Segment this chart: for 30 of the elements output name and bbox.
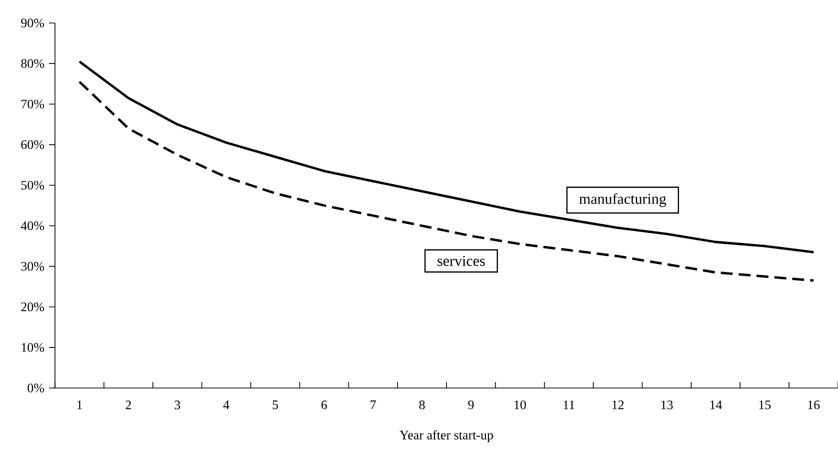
x-tick-label: 4 [223,400,230,410]
x-tick-label: 11 [564,400,574,410]
x-tick-label: 2 [126,400,131,410]
y-tick-label: 10% [22,343,44,352]
x-tick-label: 5 [272,400,278,410]
x-tick-label: 10 [514,400,526,410]
x-tick-label: 12 [612,400,624,410]
y-tick-label: 70% [22,100,44,109]
y-tick-label: 20% [21,302,44,312]
y-tick-label: 30% [21,262,44,271]
y-tick-label: 60% [21,140,44,150]
x-tick-label: 3 [174,400,180,410]
x-tick-label: 14 [710,400,722,410]
line-series [78,60,815,254]
x-tick-label: 1 [77,400,82,410]
x-tick-label: 13 [661,400,673,410]
x-tick-label: 8 [419,400,425,410]
y-tick-label: 0% [28,384,44,392]
x-tick-label: 9 [468,400,474,410]
y-tick-label: 50% [21,180,44,190]
y-tick-label: 90% [21,18,44,28]
y-tick-label: 40% [20,221,44,230]
x-tick-label: 7 [370,400,376,410]
series-label: manufacturing [579,193,666,208]
y-tick-label: 80% [21,59,44,68]
x-tick-label: 6 [321,400,328,410]
series-label: services [438,256,485,266]
x-axis-title: Year after start-up [400,430,493,442]
x-tick-label: 15 [759,400,771,410]
x-tick-label: 16 [808,400,820,410]
